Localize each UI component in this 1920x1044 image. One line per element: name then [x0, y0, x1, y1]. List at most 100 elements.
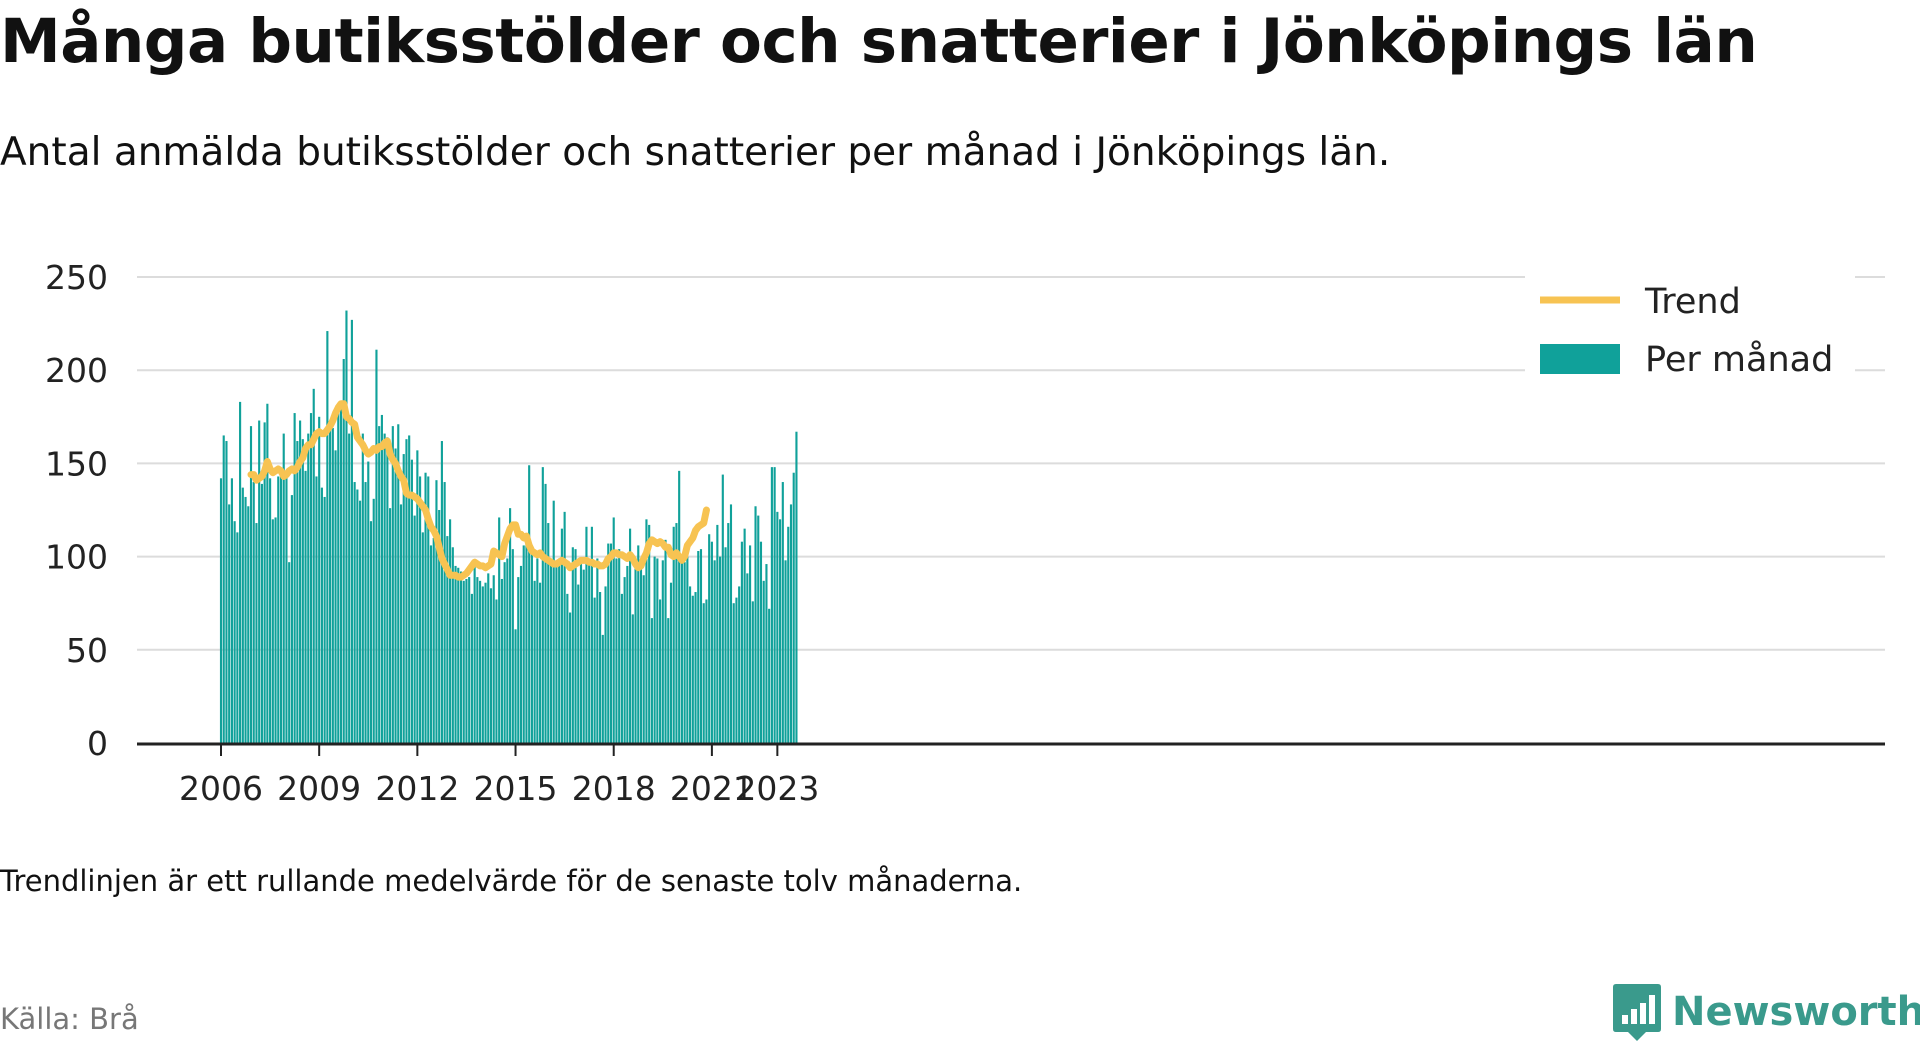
- bar: [697, 551, 700, 743]
- x-tick-label: 2018: [572, 769, 656, 808]
- bar: [678, 470, 681, 743]
- bar: [740, 541, 743, 743]
- bar: [290, 495, 293, 743]
- bar: [307, 433, 310, 743]
- bar: [266, 403, 269, 743]
- bar: [656, 558, 659, 743]
- legend: Trend Per månad: [1525, 272, 1855, 384]
- bar: [637, 545, 640, 743]
- bar: [279, 468, 283, 743]
- bar: [623, 577, 626, 743]
- bar: [574, 549, 577, 743]
- bar: [721, 474, 724, 743]
- bar: [585, 526, 588, 743]
- bar: [219, 478, 223, 743]
- bar: [410, 459, 413, 743]
- bar: [773, 467, 776, 743]
- bar: [582, 569, 585, 743]
- x-tick-label: 2023: [735, 769, 819, 808]
- bar: [762, 580, 765, 743]
- bar: [449, 519, 452, 743]
- bar: [413, 515, 416, 743]
- bar: [236, 532, 239, 743]
- bar: [487, 573, 490, 743]
- bar: [503, 562, 506, 743]
- bar: [337, 407, 340, 743]
- bar: [691, 595, 694, 743]
- bar: [419, 476, 422, 743]
- bar: [710, 541, 713, 743]
- bar: [659, 599, 662, 743]
- bar: [539, 582, 542, 743]
- bar: [383, 433, 386, 743]
- bar: [222, 435, 225, 743]
- bar: [689, 586, 692, 743]
- bar: [727, 523, 730, 743]
- x-tick-label: 2021: [670, 769, 754, 808]
- bar: [732, 603, 735, 743]
- bar: [263, 422, 266, 743]
- bar: [435, 480, 438, 743]
- bar: [558, 558, 561, 743]
- bar: [312, 388, 315, 743]
- bar: [489, 588, 493, 743]
- bar: [716, 524, 719, 743]
- bar: [699, 549, 703, 743]
- bar: [492, 575, 495, 743]
- bar: [759, 541, 763, 743]
- bar: [675, 523, 678, 743]
- bar: [686, 556, 689, 743]
- bar: [672, 526, 675, 743]
- bar: [331, 427, 334, 743]
- bar: [577, 584, 580, 743]
- bar: [451, 547, 454, 743]
- chart: 0 50 100 150 200 250 2006 2009 2012 2015 2018 2021…: [45, 258, 1885, 808]
- bar: [470, 593, 473, 743]
- bar: [454, 565, 457, 743]
- legend-trend-label: Trend: [1644, 282, 1741, 322]
- y-axis-ticks: 0 50 100 150 200 250: [45, 258, 108, 763]
- bar: [620, 593, 623, 743]
- bar: [252, 482, 255, 743]
- bar: [729, 504, 733, 743]
- bar: [424, 472, 427, 743]
- bar: [517, 577, 520, 743]
- bar: [509, 508, 512, 743]
- bar: [751, 601, 754, 743]
- bar: [522, 545, 525, 743]
- bar: [329, 429, 332, 743]
- bar: [476, 577, 479, 743]
- bar: [367, 461, 370, 743]
- bar: [429, 545, 433, 743]
- bar: [484, 582, 487, 743]
- bar: [350, 319, 353, 743]
- bar: [479, 580, 482, 743]
- x-tick-label: 2009: [277, 769, 361, 808]
- brand-logo: Newsworthy: [1612, 980, 1920, 1044]
- bar: [399, 504, 403, 743]
- bar: [708, 534, 711, 743]
- bar: [661, 560, 664, 743]
- bar: [468, 577, 471, 743]
- bar: [615, 558, 618, 743]
- bar: [249, 426, 253, 743]
- bar: [440, 441, 443, 743]
- bar: [634, 567, 637, 743]
- bar: [369, 521, 373, 743]
- footnote: Trendlinjen är ett rullande medelvärde f…: [0, 864, 1023, 898]
- bar: [669, 582, 673, 743]
- bar: [629, 528, 632, 743]
- bar: [326, 331, 329, 743]
- bar: [787, 526, 790, 743]
- bar: [421, 532, 424, 743]
- bar: [768, 608, 771, 743]
- bar: [230, 478, 233, 743]
- y-tick-label: 150: [45, 444, 108, 483]
- bar: [552, 500, 555, 743]
- bar: [345, 310, 348, 743]
- bar: [282, 433, 285, 743]
- bar: [631, 614, 634, 743]
- bar: [462, 580, 465, 743]
- bar: [356, 489, 359, 743]
- bar: [789, 504, 793, 743]
